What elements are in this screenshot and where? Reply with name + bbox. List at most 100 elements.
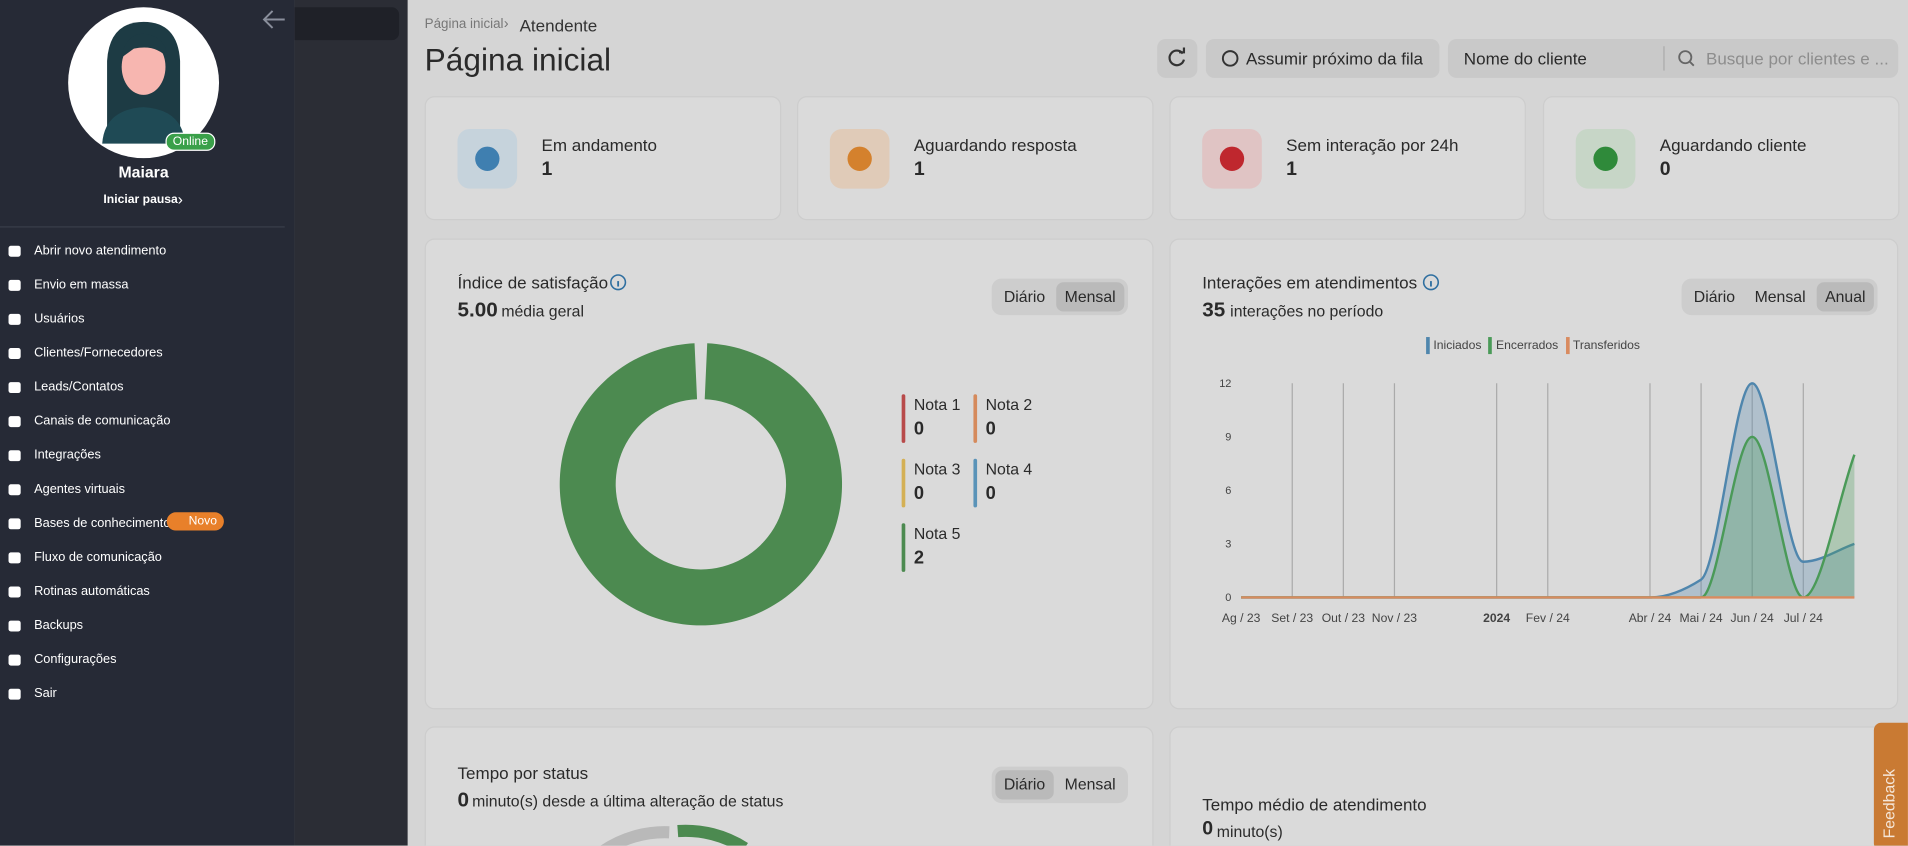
x-tick-label: Set / 23: [1271, 611, 1313, 625]
panel: Interações em atendimentos 35 interações n…: [1169, 238, 1899, 710]
y-tick-label: 12: [1219, 378, 1231, 390]
search-placeholder[interactable]: Busque por clientes e ...: [1705, 48, 1889, 69]
menu-item[interactable]: Backups: [0, 617, 285, 636]
panel-title: Interações em atendimentos: [1202, 272, 1418, 293]
dim-field: [294, 7, 400, 41]
tab-group: Diário Mensal: [991, 278, 1128, 316]
donut-preview-gray: [600, 826, 670, 846]
queue-button[interactable]: Assumir próximo da fila: [1205, 38, 1440, 78]
donut-slice: [559, 343, 843, 626]
menu-item[interactable]: Clientes/Fornecedores: [0, 344, 285, 363]
card-icon-shape: [1219, 146, 1245, 171]
menu-icon: [8, 416, 21, 428]
x-tick-label: Jun / 24: [1731, 611, 1774, 625]
menu-item[interactable]: Leads/Contatos: [0, 378, 285, 397]
back-arrow: [262, 10, 285, 29]
legend-value: 0: [985, 418, 996, 440]
card-icon-glyph: [475, 146, 500, 171]
pause-chevron: ›: [177, 189, 183, 209]
breadcrumb-current: Atendente: [519, 15, 598, 36]
menu-item[interactable]: Bases de conhecimento Novo: [0, 512, 285, 534]
legend-item: Nota 5 2: [901, 523, 969, 574]
x-tick-label: Jul / 24: [1784, 611, 1823, 625]
menu-label: Configurações: [34, 652, 117, 667]
x-tick-label: 2024: [1483, 611, 1510, 625]
donut-chart: [559, 343, 843, 626]
tab[interactable]: Mensal: [1754, 287, 1806, 306]
tab[interactable]: Diário: [1693, 287, 1736, 306]
x-tick-label: Ag / 23: [1222, 611, 1261, 625]
menu-label: Usuários: [34, 311, 85, 327]
pause-button[interactable]: Iniciar pausa: [103, 193, 178, 207]
legend-item: Transferidos: [1565, 337, 1641, 355]
menu-item[interactable]: Canais de comunicação: [0, 412, 285, 431]
card-icon: [829, 128, 890, 189]
panel: Tempo por status 0 minuto(s) desde a últim…: [424, 726, 1154, 846]
menu-item[interactable]: Configurações: [0, 651, 285, 670]
menu-label: Envio em massa: [34, 277, 129, 293]
menu-label: Integrações: [34, 447, 101, 463]
x-tick-label: Nov / 23: [1372, 611, 1418, 625]
menu-item[interactable]: Integrações: [0, 447, 285, 466]
donut-preview-green: [677, 824, 748, 846]
panel-title: Índice de satisfação: [457, 272, 609, 293]
client-field[interactable]: Nome do cliente: [1463, 48, 1587, 69]
menu-item[interactable]: Envio em massa: [0, 276, 285, 295]
status-card[interactable]: Aguardando cliente 0: [1542, 96, 1900, 221]
legend-item: Nota 2 0: [973, 394, 1040, 445]
avatar-face: [121, 38, 166, 95]
tab[interactable]: Mensal: [1064, 775, 1116, 794]
legend: Iniciados Encerrados Transferidos: [1426, 337, 1641, 355]
menu-icon: [8, 518, 21, 530]
menu-label: Backups: [34, 618, 84, 633]
status-card[interactable]: Aguardando resposta 1: [797, 96, 1154, 221]
legend-name: Nota 3: [913, 459, 961, 479]
legend-item: Encerrados: [1488, 337, 1558, 355]
panel: Índice de satisfação 5.00 média geral Diári…: [424, 238, 1154, 710]
status-card[interactable]: Em andamento 1: [424, 96, 782, 221]
card-label: Aguardando resposta: [913, 135, 1077, 155]
status-card[interactable]: Sem interação por 24h 1: [1169, 96, 1526, 221]
menu-item[interactable]: Abrir novo atendimento: [0, 242, 285, 261]
card-value: 1: [1286, 159, 1297, 181]
menu-item[interactable]: Sair: [0, 685, 285, 704]
info-ring: [610, 274, 627, 291]
line-chart: 0 3 6 9 12 Ag / 23 Set / 23 Out / 23 Nov / 23 202…: [1219, 378, 1856, 625]
tab[interactable]: Diário: [995, 770, 1054, 800]
menu-icon: [8, 654, 21, 666]
page-title: Página inicial: [424, 41, 612, 78]
card-icon-glyph: [847, 146, 872, 171]
search-handle: [1689, 61, 1695, 67]
menu-item[interactable]: Fluxo de comunicação: [0, 549, 285, 568]
menu-icon: [8, 245, 21, 257]
feedback-label: Feedback: [1879, 768, 1899, 839]
feedback-tab[interactable]: Feedback: [1873, 722, 1908, 846]
score-label: média geral: [501, 301, 584, 321]
card-label: Em andamento: [541, 135, 658, 155]
tab[interactable]: Diário: [1003, 287, 1046, 306]
card-value: 1: [541, 159, 553, 181]
x-tick-label: Fev / 24: [1526, 611, 1570, 625]
queue-button-label: Assumir próximo da fila: [1246, 48, 1424, 69]
count: 35: [1202, 298, 1226, 322]
card-icon-shape: [475, 146, 500, 171]
tab[interactable]: Anual: [1816, 282, 1875, 312]
refresh-button[interactable]: [1157, 38, 1198, 78]
tab[interactable]: Mensal: [1056, 282, 1125, 312]
legend-swatch: [973, 394, 978, 443]
legend-swatch: [1488, 337, 1493, 355]
tab-group: Diário Mensal: [991, 766, 1128, 804]
menu-label: Clientes/Fornecedores: [34, 345, 163, 361]
refresh-icon: [1168, 47, 1186, 67]
menu-item[interactable]: Rotinas automáticas: [0, 583, 285, 602]
menu-item[interactable]: Agentes virtuais: [0, 481, 285, 500]
breadcrumb-link[interactable]: Página inicial: [424, 17, 504, 32]
menu-item[interactable]: Usuários: [0, 310, 285, 329]
legend-swatch: [901, 394, 906, 443]
menu-icon: [8, 620, 21, 632]
card-icon-glyph: [1593, 146, 1618, 171]
info-ring: [1422, 274, 1440, 291]
legend-value: 0: [913, 418, 924, 440]
legend-name: Transferidos: [1572, 338, 1641, 353]
